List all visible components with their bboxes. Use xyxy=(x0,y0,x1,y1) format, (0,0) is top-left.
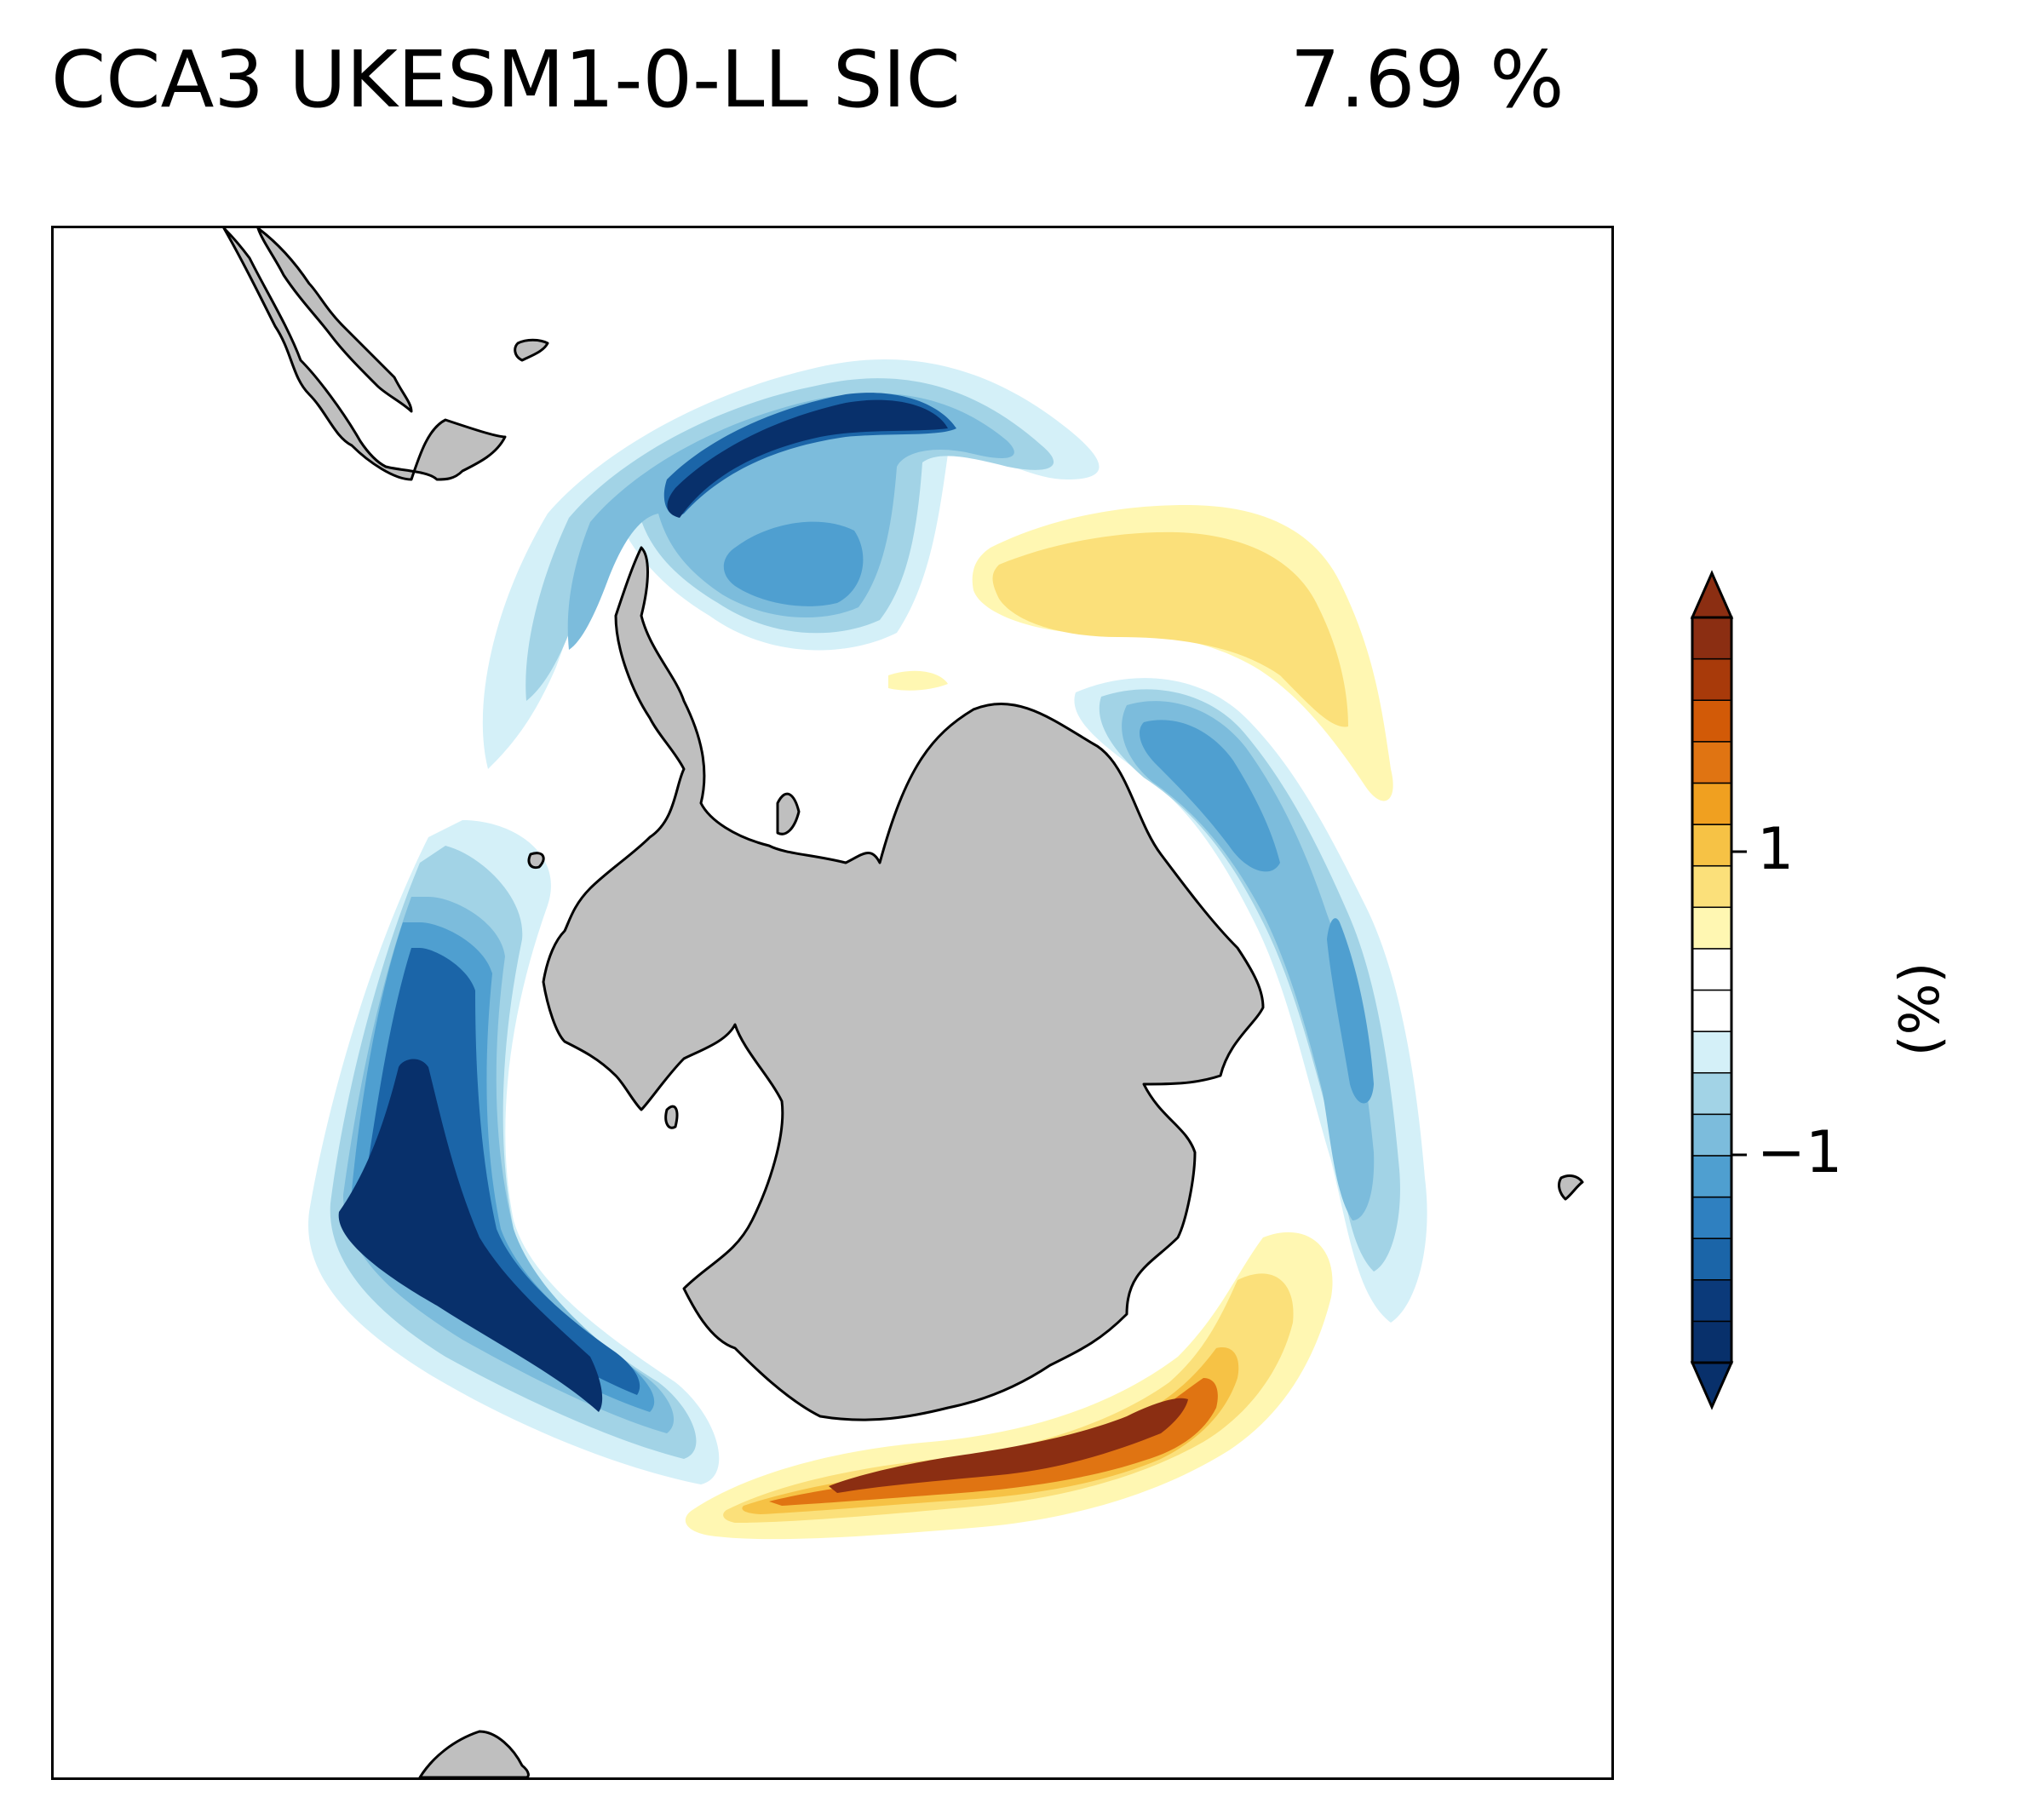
colorbar-bin xyxy=(1691,906,1732,950)
colorbar-tick-label: −1 xyxy=(1757,1119,1843,1186)
map-panel xyxy=(51,226,1614,1780)
antarctic-island-3 xyxy=(527,852,545,870)
colorbar-bin xyxy=(1691,1196,1732,1239)
land-masses xyxy=(222,228,1584,1777)
anomaly-patch-south-core xyxy=(829,1398,1188,1493)
kerguelen-island xyxy=(1558,1174,1584,1201)
negative-anomaly-patches xyxy=(308,359,1427,1484)
anomaly-patch-east-3 xyxy=(1140,720,1280,872)
falkland-islands xyxy=(514,338,549,362)
anomaly-patch-west-4 xyxy=(365,948,640,1395)
colorbar-bin xyxy=(1691,948,1732,991)
pattern-variance-value: 7.69 % xyxy=(1290,34,1565,125)
colorbar-bin xyxy=(1691,1237,1732,1281)
colorbar-tick-label: 1 xyxy=(1757,816,1794,883)
anomaly-patch-nw-2 xyxy=(567,393,1014,650)
colorbar-bin xyxy=(1691,1031,1732,1074)
colorbar-extend-max xyxy=(1690,570,1734,619)
new-zealand-tip xyxy=(418,1730,530,1777)
anomaly-patch-south-2 xyxy=(742,1347,1239,1514)
chart-title: CCA3 UKESM1-0-LL SIC xyxy=(51,34,961,125)
colorbar-bin xyxy=(1691,699,1732,743)
colorbar-label: (%) xyxy=(1889,962,1952,1057)
colorbar-extend-min xyxy=(1690,1361,1734,1410)
colorbar-bin xyxy=(1691,1320,1732,1364)
colorbar-bin xyxy=(1691,741,1732,784)
anomaly-patch-ne-small xyxy=(888,670,948,691)
positive-anomaly-patches xyxy=(685,505,1393,1540)
anomaly-patch-ne-1 xyxy=(992,531,1348,727)
anomaly-patch-south-outer xyxy=(685,1232,1333,1540)
colorbar-bin xyxy=(1691,864,1732,909)
colorbar-bin xyxy=(1691,1279,1732,1323)
south-america-landmass xyxy=(222,228,507,481)
anomaly-patch-east-4 xyxy=(1327,918,1374,1104)
colorbar-bin xyxy=(1691,1071,1732,1116)
colorbar-bin xyxy=(1691,782,1732,825)
anomaly-patch-nw-3 xyxy=(723,521,864,606)
colorbar-bin xyxy=(1691,1155,1732,1198)
anomaly-patch-west-core xyxy=(338,1059,603,1412)
antarctica-landmass xyxy=(542,546,1265,1421)
colorbar-bin xyxy=(1691,989,1732,1032)
colorbar-bin xyxy=(1691,617,1732,660)
sea-ice-anomaly-map xyxy=(222,228,1584,1777)
colorbar-outline xyxy=(1691,616,1733,1364)
colorbar-bin xyxy=(1691,824,1732,867)
anomaly-patch-nw-core xyxy=(667,399,948,518)
colorbar-bin xyxy=(1691,657,1732,701)
antarctic-island-1 xyxy=(776,792,801,835)
antarctic-island-2 xyxy=(664,1105,679,1129)
south-america-tip xyxy=(256,228,413,413)
colorbar-bin xyxy=(1691,1113,1732,1157)
